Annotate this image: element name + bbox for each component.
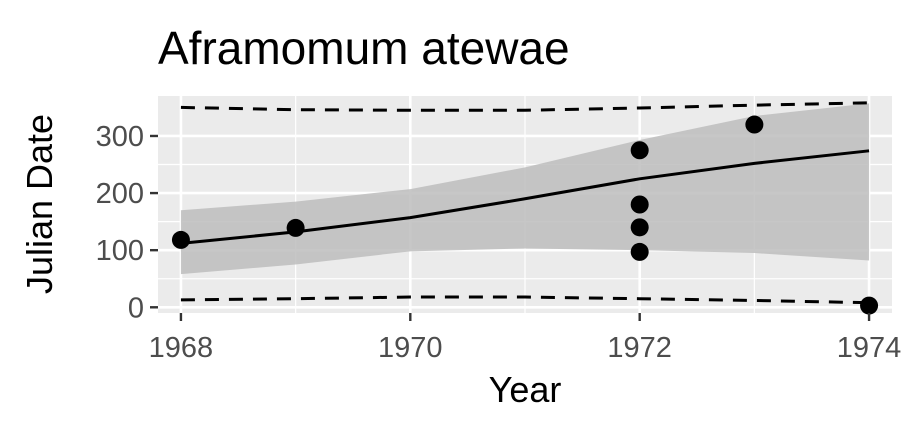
data-point-6: [745, 115, 764, 134]
lower-bound-line: [180, 295, 870, 305]
data-point-0: [171, 230, 190, 249]
upper-bound-line: [180, 101, 870, 112]
y-tick-label-200: 200: [96, 178, 144, 210]
data-point-2: [630, 141, 649, 160]
data-point-7: [860, 296, 879, 315]
x-axis: 1968 1970 1972 1974: [149, 313, 902, 364]
data-point-1: [286, 218, 305, 237]
x-axis-title: Year: [489, 369, 562, 410]
y-tick-label-300: 300: [96, 121, 144, 153]
confidence-band: [180, 103, 870, 275]
y-tick-label-0: 0: [128, 292, 144, 324]
x-tick-label-1970: 1970: [378, 332, 443, 364]
data-points: [171, 115, 879, 315]
data-point-5: [630, 242, 649, 261]
x-tick-label-1972: 1972: [607, 332, 672, 364]
chart-title: Aframomum atewae: [158, 22, 570, 74]
x-tick-label-1968: 1968: [149, 332, 214, 364]
y-tick-label-100: 100: [96, 235, 144, 267]
data-point-4: [630, 218, 649, 237]
y-axis: 0 100 200 300: [96, 121, 158, 324]
x-tick-label-1974: 1974: [837, 332, 902, 364]
y-axis-title: Julian Date: [19, 114, 60, 294]
data-point-3: [630, 195, 649, 214]
